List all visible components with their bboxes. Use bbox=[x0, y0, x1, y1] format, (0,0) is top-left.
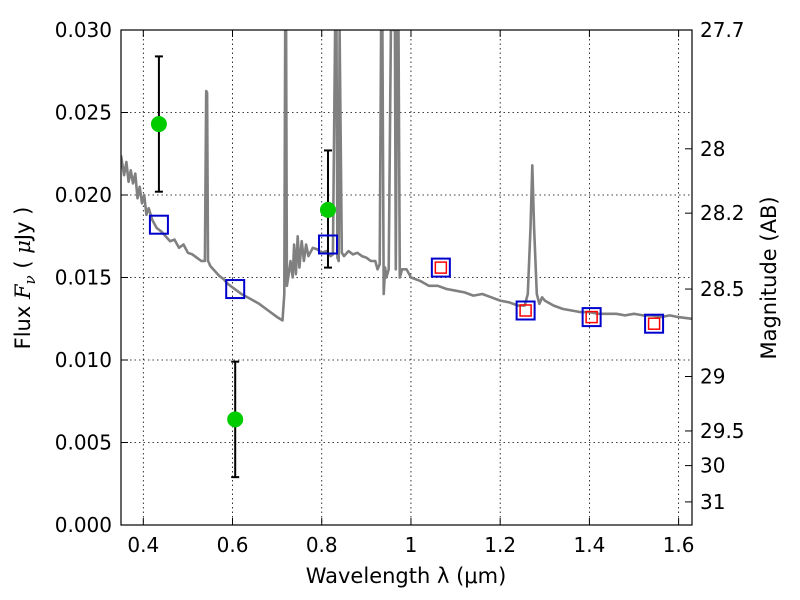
y2-tick-label: 28.5 bbox=[700, 277, 745, 301]
y-axis-label-subscript: ν bbox=[21, 275, 39, 284]
y2-tick-label: 29 bbox=[700, 365, 725, 389]
y-axis-label-symbol: F bbox=[11, 283, 35, 300]
y2-tick-label: 30 bbox=[700, 454, 725, 478]
grid bbox=[121, 29, 692, 526]
observed-flux-point bbox=[150, 116, 167, 133]
x-tick-label: 1.6 bbox=[663, 533, 695, 557]
y-tick-label: 0.020 bbox=[55, 183, 112, 207]
model-flux-square bbox=[644, 313, 665, 334]
plot-area bbox=[121, 30, 692, 479]
y-tick-label: 0.000 bbox=[55, 513, 112, 537]
x-tick-label: 1 bbox=[405, 533, 418, 557]
model-flux-square bbox=[430, 257, 451, 278]
y-axis-label: Flux Fν ( μJy ) bbox=[11, 207, 39, 350]
y-axis-label-word: Flux bbox=[11, 299, 35, 349]
y-tick-label: 0.025 bbox=[55, 101, 112, 125]
nir-flux-square bbox=[434, 261, 448, 274]
nir-flux-square bbox=[519, 304, 532, 317]
y-axis-label-mu: μ bbox=[11, 240, 35, 254]
y-tick-label: 0.030 bbox=[55, 18, 112, 42]
y2-tick-label: 31 bbox=[700, 490, 725, 514]
nir-flux-square bbox=[647, 317, 661, 330]
axis-ticks: 0.4 0.6 0.8 1 1.2 1.4 1.6 0.000 0.005 0.010 0.015 0… bbox=[55, 18, 745, 557]
x-axis-label: Wavelength λ (μm) bbox=[306, 564, 507, 588]
y-tick-label: 0.015 bbox=[55, 266, 112, 290]
y2-tick-label: 28.2 bbox=[700, 201, 745, 225]
y2-tick-label: 27.7 bbox=[700, 18, 745, 42]
nir-flux-square bbox=[585, 310, 598, 324]
model-flux-square bbox=[317, 234, 338, 255]
y-axis-label-open: ( bbox=[11, 254, 35, 276]
y-tick-label: 0.010 bbox=[55, 348, 112, 372]
model-flux-square bbox=[225, 279, 246, 300]
x-tick-label: 1.4 bbox=[573, 533, 605, 557]
x-tick-label: 1.2 bbox=[484, 533, 516, 557]
y2-tick-label: 28 bbox=[700, 137, 725, 161]
model-flux-square bbox=[515, 300, 536, 321]
right-axis-label: Magnitude (AB) bbox=[757, 196, 781, 359]
y2-tick-label: 29.5 bbox=[700, 419, 745, 443]
y-axis-label-unit: Jy ) bbox=[11, 207, 35, 243]
observed-flux-point bbox=[319, 201, 336, 218]
x-tick-label: 0.6 bbox=[217, 533, 249, 557]
model-flux-square bbox=[581, 307, 602, 328]
model-flux-square bbox=[148, 214, 169, 235]
spectrum-line bbox=[121, 30, 692, 322]
x-tick-label: 0.4 bbox=[127, 533, 159, 557]
observed-flux-point bbox=[227, 411, 244, 428]
x-tick-label: 0.8 bbox=[306, 533, 338, 557]
y-tick-label: 0.005 bbox=[55, 431, 112, 455]
